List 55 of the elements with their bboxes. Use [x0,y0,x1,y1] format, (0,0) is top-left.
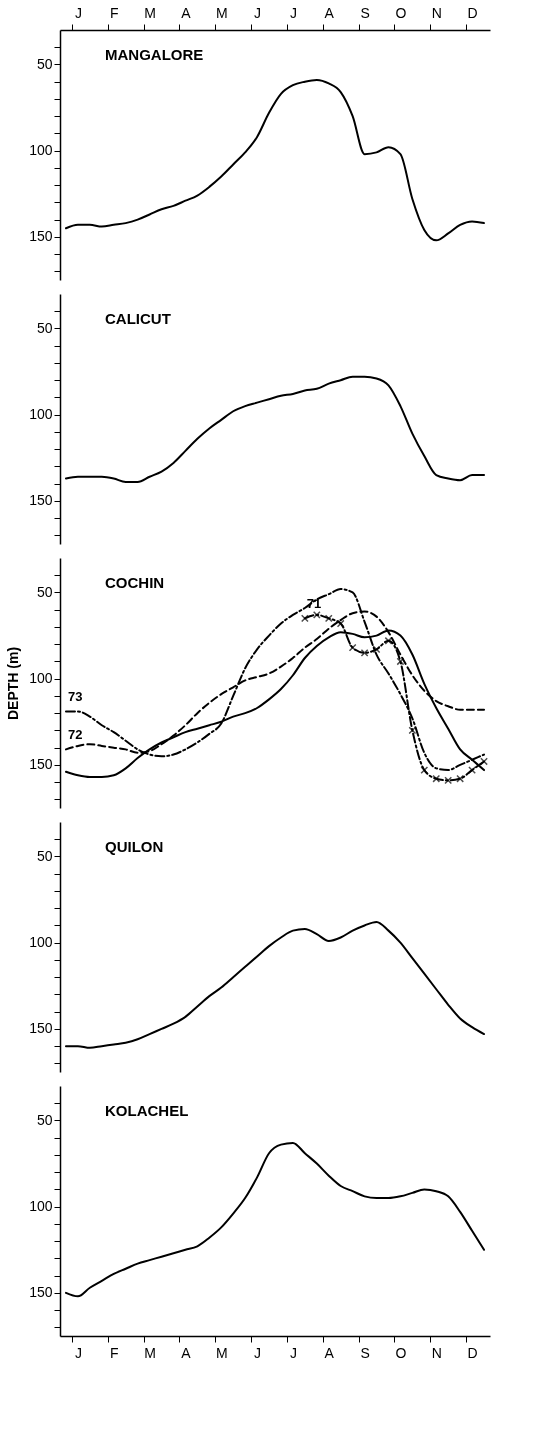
y-tick-label: 50 [36,1111,53,1128]
x-tick-label: D [467,1344,478,1361]
x-tick-label: F [109,4,119,21]
line-series [64,375,486,483]
x-tick-label: N [431,4,442,21]
x-tick-label: S [360,1344,370,1361]
x-tick-label: A [324,1344,335,1361]
x-tick-label: J [254,1344,262,1361]
x-tick-label: O [395,1344,407,1361]
y-tick-label: 150 [29,756,53,773]
point [348,643,357,652]
line-series [64,921,486,1049]
y-tick-label: 50 [36,55,53,72]
text: KOLACHEL [105,1102,189,1119]
y-tick-label: 50 [36,583,53,600]
y-tick-label: 150 [29,228,53,245]
text: COCHIN [105,574,165,591]
y-tick-label: 100 [29,142,53,159]
x-tick-label: M [144,1344,156,1361]
x-tick-label: A [324,4,335,21]
y-tick-label: 50 [36,319,53,336]
line-series [64,79,486,242]
x-tick-label: N [431,1344,442,1361]
x-tick-label: J [254,4,262,21]
y-tick-label: 100 [29,1198,53,1215]
y-tick-label: 100 [29,934,53,951]
y-tick-label: 150 [29,492,53,509]
x-tick-label: A [181,1344,192,1361]
series-label: 73 [67,689,83,705]
point [408,726,417,735]
x-tick-label: O [395,4,407,21]
x-tick-label: M [215,4,228,21]
y-tick-label: 150 [29,1284,53,1301]
x-tick-label: F [109,1344,119,1361]
x-tick-label: J [74,1344,82,1361]
y-tick-label: 100 [29,406,53,423]
x-tick-label: M [144,4,156,21]
x-tick-label: M [215,1344,228,1361]
series-label: 72 [67,727,83,743]
x-tick-label: A [181,4,192,21]
point [396,657,405,666]
x-tick-label: S [360,4,370,21]
y-tick-label: 100 [29,670,53,687]
x-tick-label: D [467,4,478,21]
text: MANGALORE [105,46,204,63]
text: QUILON [105,838,164,855]
point [468,766,476,774]
x-tick-label: J [74,4,82,21]
x-tick-label: J [289,4,297,21]
y-tick-label: 150 [29,1020,53,1037]
text: CALICUT [105,310,171,327]
y-axis-title: DEPTH (m) [5,646,22,721]
x-tick-label: J [289,1344,297,1361]
line-series [64,1141,486,1298]
y-tick-label: 50 [36,847,53,864]
